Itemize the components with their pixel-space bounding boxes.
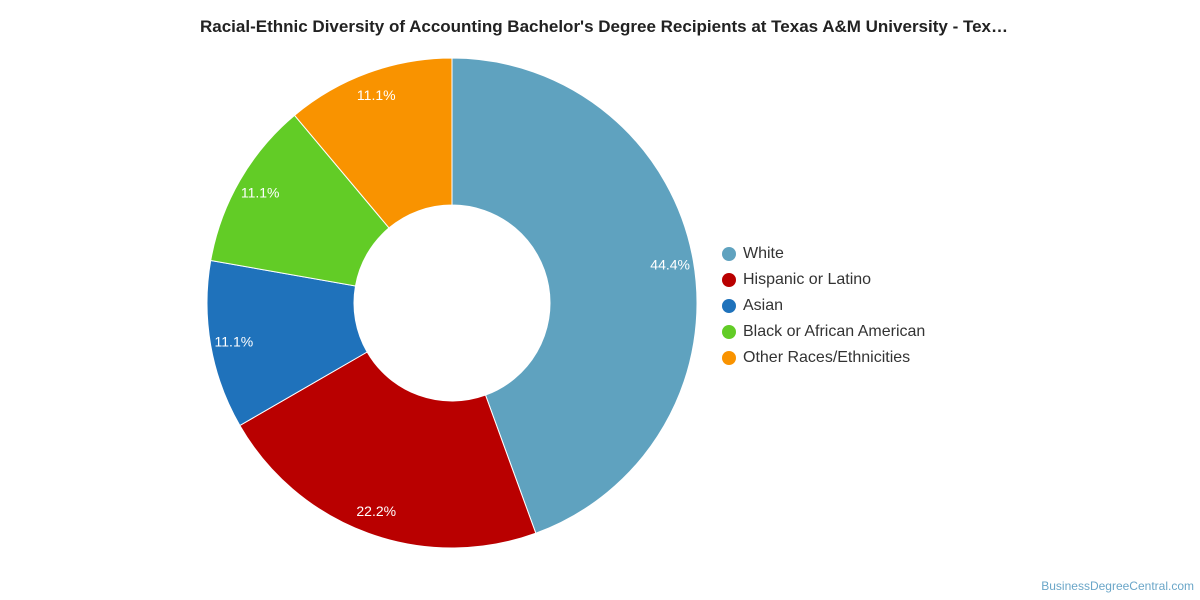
legend-swatch: [722, 247, 736, 261]
legend-label: Other Races/Ethnicities: [743, 349, 911, 366]
legend-swatch: [722, 351, 736, 365]
watermark: BusinessDegreeCentral.com: [1041, 579, 1194, 593]
chart-title: Racial-Ethnic Diversity of Accounting Ba…: [200, 17, 1008, 36]
data-label: 11.1%: [241, 184, 280, 200]
data-label: 22.2%: [356, 503, 396, 519]
legend-item[interactable]: Asian: [722, 293, 925, 319]
legend-label: Asian: [743, 297, 784, 314]
slice-hispanic-or-latino[interactable]: [239, 351, 537, 549]
legend-item[interactable]: Black or African American: [722, 319, 925, 345]
legend-swatch: [722, 273, 736, 287]
data-label: 44.4%: [650, 257, 690, 273]
data-label: 11.1%: [215, 333, 254, 349]
legend-label: Black or African American: [743, 323, 926, 340]
legend-item[interactable]: Hispanic or Latino: [722, 267, 925, 293]
slice-black-or-african-american[interactable]: [210, 114, 390, 287]
legend-label: Hispanic or Latino: [743, 271, 872, 288]
slice-other-races-ethnicities[interactable]: [293, 57, 453, 229]
chart-legend: White Hispanic or Latino Asian Black or Afr…: [722, 241, 925, 371]
data-label: 11.1%: [357, 87, 396, 103]
legend-swatch: [722, 325, 736, 339]
legend-label: White: [743, 245, 784, 262]
legend-swatch: [722, 299, 736, 313]
slice-white[interactable]: [451, 57, 698, 534]
legend-item[interactable]: Other Races/Ethnicities: [722, 345, 925, 371]
legend-item[interactable]: White: [722, 241, 925, 267]
slice-asian[interactable]: [206, 259, 368, 427]
